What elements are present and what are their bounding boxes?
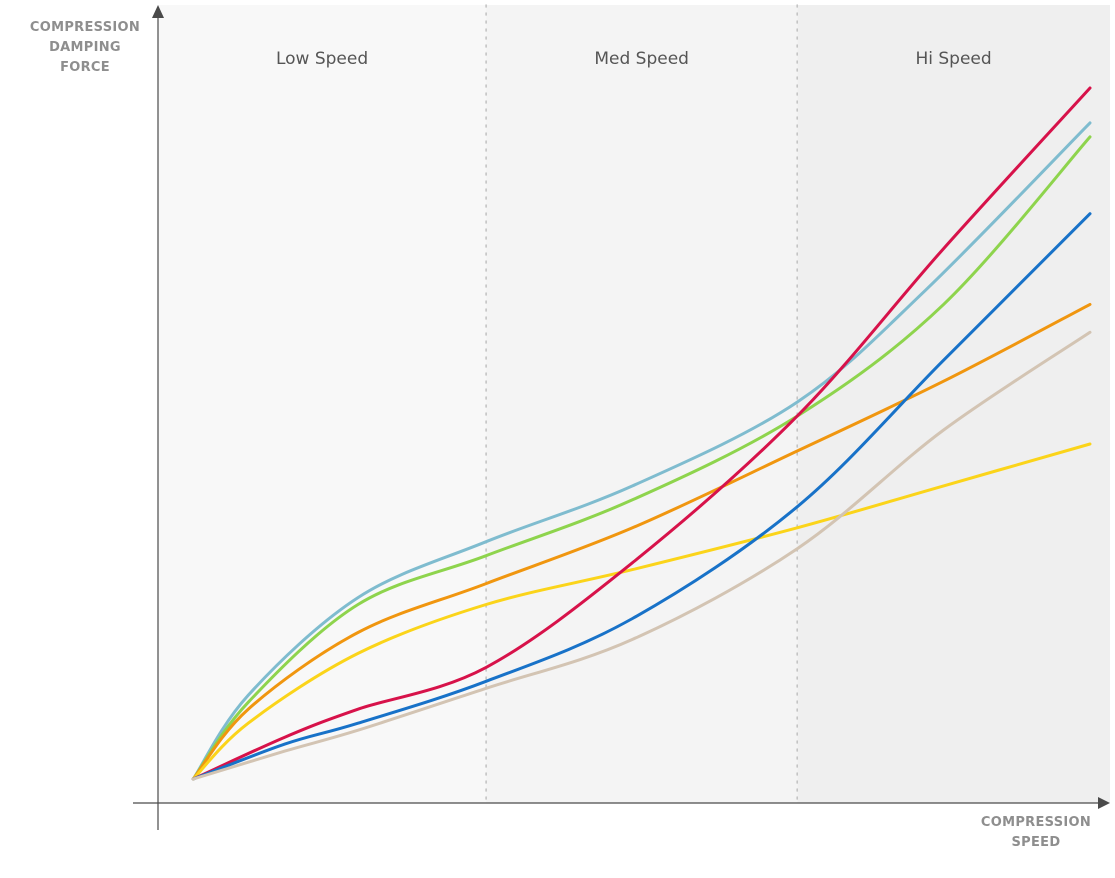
- x-axis-title: COMPRESSION SPEED: [981, 815, 1091, 850]
- region-label: Med Speed: [594, 49, 689, 69]
- x-axis-title-line: COMPRESSION: [981, 815, 1091, 830]
- x-axis-title-line: SPEED: [1012, 835, 1061, 850]
- region-label: Hi Speed: [915, 49, 991, 69]
- series-line-4: [191, 86, 1092, 781]
- damping-curves: [191, 86, 1092, 781]
- region-1: [486, 5, 798, 803]
- y-axis-title-line: DAMPING: [49, 40, 121, 55]
- region-2: [797, 5, 1110, 803]
- region-dividers: [485, 4, 799, 804]
- x-axis-arrow-icon: [1098, 797, 1110, 809]
- region-labels: Low Speed Med Speed Hi Speed: [276, 49, 992, 69]
- series-line-6: [191, 330, 1092, 781]
- y-axis-title-line: COMPRESSION: [30, 20, 140, 35]
- axes: [133, 5, 1110, 830]
- region-0: [158, 5, 487, 803]
- series-line-3: [191, 442, 1092, 781]
- y-axis-title: COMPRESSION DAMPING FORCE: [30, 20, 140, 75]
- region-label: Low Speed: [276, 49, 368, 69]
- y-axis-title-line: FORCE: [60, 60, 110, 75]
- y-axis-arrow-icon: [152, 5, 164, 18]
- series-line-0: [191, 121, 1092, 781]
- speed-regions: [158, 5, 1110, 803]
- series-line-5: [191, 212, 1092, 781]
- series-line-1: [191, 135, 1092, 781]
- series-line-2: [191, 302, 1092, 781]
